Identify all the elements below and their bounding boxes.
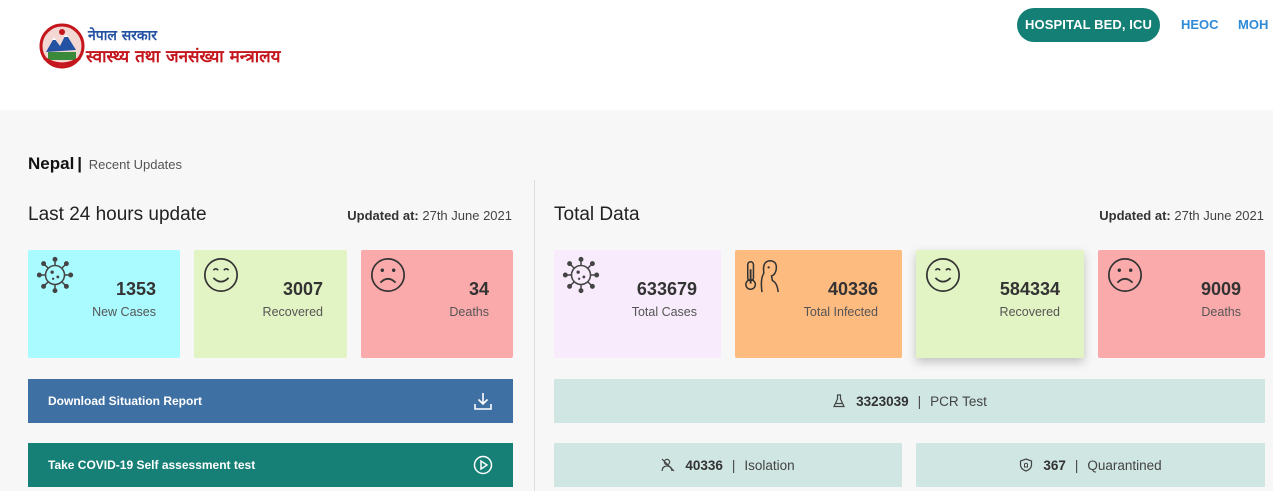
- sad-face-icon: [1107, 257, 1143, 293]
- nav-hospital-bed-button[interactable]: HOSPITAL BED, ICU: [1017, 8, 1160, 42]
- last24-updated-date: 27th June 2021: [422, 208, 512, 223]
- last24-updated: Updated at: 27th June 2021: [347, 208, 512, 223]
- total-updated: Updated at: 27th June 2021: [1099, 208, 1264, 223]
- top-header: नेपाल सरकार स्वास्थ्य तथा जनसंख्या मन्त्…: [0, 0, 1273, 110]
- isolation-person-icon: [661, 458, 675, 472]
- quarantined-value: 367: [1043, 457, 1066, 473]
- smile-face-icon: [925, 257, 961, 293]
- total-recovered-card[interactable]: 584334 Recovered: [916, 250, 1084, 358]
- quarantined-separator: |: [1074, 457, 1079, 473]
- total-infected-label: Total Infected: [803, 305, 878, 319]
- total-infected-value: 40336: [827, 279, 878, 299]
- isolation-label: Isolation: [744, 457, 795, 473]
- total-deaths-card: 9009 Deaths: [1098, 250, 1265, 358]
- new-cases-value: 1353: [115, 279, 156, 299]
- quarantined-stat: 367 | Quarantined: [916, 443, 1265, 487]
- breadcrumb-separator: |: [77, 154, 83, 173]
- flask-icon: [833, 394, 846, 408]
- recovered-24h-card: 3007 Recovered: [194, 250, 347, 358]
- pcr-test-stat: 3323039 | PCR Test: [554, 379, 1265, 423]
- download-icon: [474, 393, 492, 410]
- total-cases-card: 633679 Total Cases: [554, 250, 721, 358]
- isolation-stat: 40336 | Isolation: [554, 443, 902, 487]
- total-cases-label: Total Cases: [631, 305, 697, 319]
- total-title: Total Data: [554, 204, 640, 225]
- last24-title: Last 24 hours update: [28, 204, 207, 225]
- pcr-test-value: 3323039: [856, 393, 909, 409]
- nav-moh-link[interactable]: MOH: [1238, 17, 1269, 32]
- new-cases-card: 1353 New Cases: [28, 250, 180, 358]
- deaths-24h-label: Deaths: [449, 305, 489, 319]
- deaths-24h-card: 34 Deaths: [361, 250, 513, 358]
- deaths-24h-value: 34: [468, 279, 489, 299]
- smile-face-icon: [203, 257, 239, 293]
- nav-heoc-link[interactable]: HEOC: [1181, 17, 1219, 32]
- fever-thermometer-icon: [745, 259, 779, 293]
- sad-face-icon: [370, 257, 406, 293]
- virus-icon: [562, 256, 600, 294]
- breadcrumb-section: Recent Updates: [88, 157, 183, 172]
- total-recovered-value: 584334: [999, 279, 1060, 299]
- total-cases-value: 633679: [636, 279, 697, 299]
- nepal-emblem-icon: [39, 23, 85, 69]
- download-report-button[interactable]: Download Situation Report: [28, 379, 513, 423]
- total-recovered-label: Recovered: [999, 305, 1060, 319]
- isolation-separator: |: [731, 457, 736, 473]
- last24-updated-label: Updated at:: [347, 208, 419, 223]
- breadcrumb-country: Nepal: [28, 154, 75, 173]
- new-cases-label: New Cases: [92, 305, 156, 319]
- breadcrumb: Nepal | Recent Updates: [28, 154, 182, 174]
- isolation-value: 40336: [685, 457, 723, 473]
- play-circle-icon: [473, 455, 493, 475]
- total-deaths-label: Deaths: [1201, 305, 1241, 319]
- self-assessment-label: Take COVID-19 Self assessment test: [48, 458, 256, 472]
- recovered-24h-value: 3007: [282, 279, 323, 299]
- pcr-test-label: PCR Test: [930, 393, 987, 409]
- total-infected-card: 40336 Total Infected: [735, 250, 902, 358]
- column-divider: [534, 180, 535, 491]
- government-name: नेपाल सरकार: [88, 28, 158, 44]
- ministry-logo[interactable]: नेपाल सरकार स्वास्थ्य तथा जनसंख्या मन्त्…: [38, 22, 288, 74]
- main-content: Nepal | Recent Updates Last 24 hours upda…: [0, 110, 1273, 491]
- download-report-label: Download Situation Report: [48, 394, 202, 408]
- total-updated-label: Updated at:: [1099, 208, 1171, 223]
- total-updated-date: 27th June 2021: [1174, 208, 1264, 223]
- ministry-name: स्वास्थ्य तथा जनसंख्या मन्त्रालय: [86, 47, 281, 67]
- shield-icon: [1020, 458, 1033, 472]
- recovered-24h-label: Recovered: [262, 305, 323, 319]
- virus-icon: [36, 256, 74, 294]
- self-assessment-button[interactable]: Take COVID-19 Self assessment test: [28, 443, 513, 487]
- pcr-test-separator: |: [917, 393, 922, 409]
- total-deaths-value: 9009: [1200, 279, 1241, 299]
- quarantined-label: Quarantined: [1087, 457, 1162, 473]
